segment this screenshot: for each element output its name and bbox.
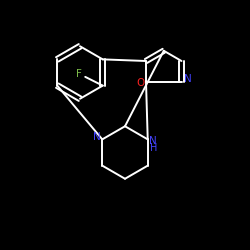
Text: N: N: [184, 74, 192, 85]
Text: N: N: [93, 132, 101, 142]
Text: O: O: [136, 78, 144, 88]
Text: H: H: [150, 143, 157, 153]
Text: F: F: [76, 70, 82, 80]
Text: N: N: [149, 136, 157, 145]
